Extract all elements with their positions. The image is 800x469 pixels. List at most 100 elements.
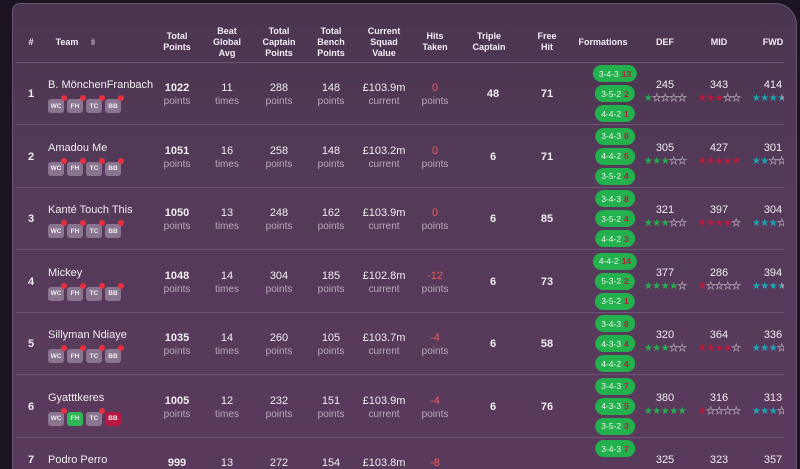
formation-badge[interactable]: 3-4-3 8 [595,127,635,145]
chip-fh[interactable]: FH [67,345,86,363]
chip-bb[interactable]: BB [105,411,121,426]
chip-fh[interactable]: FH [67,220,86,238]
star-icon: ★ [723,405,733,417]
total-points-cell: 1035 points [164,332,191,358]
def-star-rating: ★★★★★ [644,155,687,167]
table-row[interactable]: 7 Podro Perro 999 13 272 154 £103.8m -8 3-4-3 7 32… [16,438,784,469]
beat-avg-cell: 16 times [215,145,239,171]
chip-fh[interactable]: FH [67,282,86,301]
chip-tc[interactable]: TC [86,220,105,238]
header-total-points[interactable]: Total Points [163,31,191,52]
formation-badge[interactable]: 4-4-2 5 [595,147,635,165]
team-name[interactable]: Gyatttkeres [48,391,105,404]
formation-badge[interactable]: 3-4-3 7 [595,440,635,457]
chip-tc[interactable]: TC [86,345,105,363]
chip-fh[interactable]: FH [67,157,86,176]
header-team[interactable]: Team [55,36,79,47]
squad-value-cell: £103.2m current [363,145,406,171]
leaderboard-panel: # Team ⇟ Total Points Beat Global Avg To… [12,3,797,469]
formation-badge[interactable]: 3-5-2 1 [595,292,635,310]
table-row[interactable]: 2 Amadou Me WC FH TC BB 1051 points 16 times 258 po… [16,126,784,188]
chip-bb[interactable]: BB [105,345,124,363]
star-icon: ★ [643,93,653,104]
fwd-rating-cell: 301★★★★★ [752,142,784,167]
pin-icon[interactable]: ⇟ [89,36,97,47]
formation-badge[interactable]: 4-4-2 3 [595,230,635,247]
header-mid[interactable]: MID [710,36,728,47]
table-row[interactable]: 3 Kanté Touch This WC FH TC BB 1050 points 13 tim… [16,188,784,250]
header-value[interactable]: Current Squad Value [367,25,401,58]
chip-bb[interactable]: BB [105,157,124,176]
formation-badge[interactable]: 5-3-2 2 [595,272,635,290]
table-row[interactable]: 1 B. MönchenFranbach WC FH TC BB 1022 points 11 t… [16,63,784,125]
formation-badge[interactable]: 3-5-2 2 [595,85,635,102]
formation-badge[interactable]: 4-3-3 5 [595,397,635,415]
beat-avg-cell: 14 times [215,270,239,296]
formation-count: 1 [624,108,629,119]
team-name[interactable]: Sillyman Ndiaye [48,329,127,341]
header-def[interactable]: DEF [656,36,674,47]
formation-count: 8 [624,318,629,329]
formation-name: 4-4-2 [601,151,622,161]
header-bench[interactable]: Total Bench Points [317,25,345,58]
fwd-star-rating: ★★★★★ [752,281,784,292]
header-triple-captain[interactable]: Triple Captain [472,31,506,52]
formation-badge[interactable]: 3-4-3 8 [595,315,635,332]
captain-points-cell: 258 points [266,145,293,171]
beat-avg-cell: 13 times [215,207,239,233]
star-icon: ★ [731,280,741,292]
table-row[interactable]: 4 Mickey WC FH TC BB 1048 points 14 times 304 point… [16,251,784,313]
header-captain[interactable]: Total Captain Points [262,25,296,58]
team-name[interactable]: Podro Perro [48,454,108,466]
formation-badge[interactable]: 4-4-2 14 [592,252,638,270]
chip-bb[interactable]: BB [105,220,124,238]
beat-avg-cell-unit: times [215,408,239,420]
squad-value-cell-unit: current [368,283,400,295]
header-formations[interactable]: Formations [578,36,628,47]
formation-badge[interactable]: 3-4-3 7 [595,377,635,395]
team-name[interactable]: Kanté Touch This [48,204,133,216]
formation-badge[interactable]: 3-4-3 13 [592,65,638,82]
header-fwd[interactable]: FWD [762,36,784,47]
chip-wc[interactable]: WC [48,157,67,176]
chip-tc[interactable]: TC [86,95,105,113]
formation-badge[interactable]: 3-5-2 4 [595,167,635,185]
header-free-hit[interactable]: Free Hit [537,31,557,52]
chip-tc[interactable]: TC [86,407,105,426]
fwd-rating-cell: 336 ★★★★★ [752,329,784,354]
formation-name: 4-4-2 [598,256,619,266]
formation-badge[interactable]: 3-4-3 8 [595,190,635,207]
team-name[interactable]: Mickey [48,266,83,279]
chip-tc[interactable]: TC [86,282,105,301]
formation-badge[interactable]: 4-4-2 4 [595,355,635,372]
header-hits[interactable]: Hits Taken [422,31,448,52]
beat-avg-cell-value: 14 [220,269,234,282]
chip-bb[interactable]: BB [105,95,124,113]
table-row[interactable]: 5 Sillyman Ndiaye WC FH TC BB 1035 points 14 time… [16,313,784,375]
formation-badge[interactable]: 3-5-2 4 [595,210,635,227]
header-rank[interactable]: # [28,36,34,47]
formation-badge[interactable]: 3-5-2 3 [595,417,635,435]
table-row[interactable]: 6 Gyatttkeres WC FH TC BB 1005 points 12 times 232… [16,376,784,438]
formation-badge[interactable]: 4-3-3 4 [595,335,635,352]
chip-wc[interactable]: WC [48,282,67,301]
team-name[interactable]: B. MönchenFranbach [48,79,154,91]
team-name[interactable]: Amadou Me [48,141,108,154]
formation-badge[interactable]: 4-4-2 1 [595,105,635,122]
chip-wc[interactable]: WC [48,345,67,363]
chip-fh[interactable]: FH [67,411,83,426]
star-icon: ★ [660,93,670,105]
total-points-cell-unit: points [163,283,191,295]
hits-cell-unit: points [421,96,449,107]
header-beat-avg[interactable]: Beat Global Avg [212,25,241,58]
def-points: 325 [655,454,675,466]
fwd-rating-cell: 313★★★★★ [752,392,784,417]
chip-fh[interactable]: FH [67,95,86,113]
chip-tc[interactable]: TC [86,157,105,176]
star-icon: ★ [697,155,707,167]
chip-wc[interactable]: WC [48,220,67,238]
chip-wc[interactable]: WC [48,95,67,113]
chip-wc[interactable]: WC [48,407,67,426]
chip-bb[interactable]: BB [105,282,124,301]
hits-cell: -4 points [422,332,449,358]
